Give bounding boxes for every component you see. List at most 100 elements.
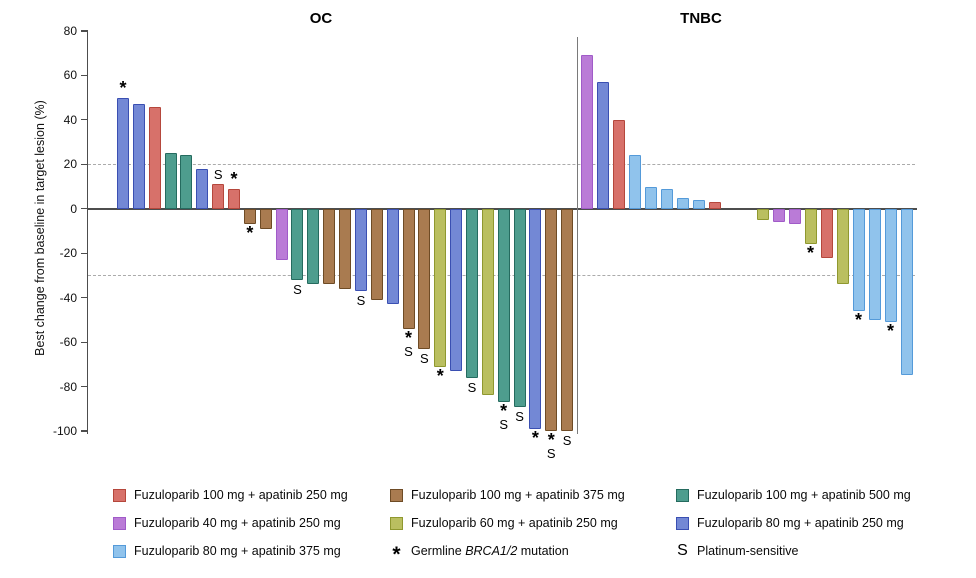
bar bbox=[692, 199, 705, 209]
bar bbox=[465, 208, 478, 378]
platinum-sensitive-marker: S bbox=[293, 281, 302, 297]
y-tick bbox=[81, 208, 88, 210]
legend-swatch bbox=[676, 488, 689, 502]
legend-item-marker-star: * Germline BRCA1/2 mutation bbox=[390, 543, 569, 566]
bar bbox=[513, 208, 526, 407]
y-tick-label: -20 bbox=[59, 246, 77, 261]
legend-item-fz60_ap250: Fuzuloparib 60 mg + apatinib 250 mg bbox=[390, 516, 618, 530]
bar bbox=[756, 208, 769, 220]
bar bbox=[545, 208, 558, 431]
legend-item-label: Fuzuloparib 100 mg + apatinib 500 mg bbox=[697, 488, 911, 502]
bar bbox=[117, 97, 129, 209]
brca-mutation-marker: * bbox=[531, 427, 539, 448]
brca-mutation-marker: * bbox=[405, 327, 413, 348]
brca-mutation-marker: * bbox=[500, 401, 508, 422]
bar bbox=[788, 208, 801, 225]
brca-mutation-marker: * bbox=[547, 430, 555, 450]
y-tick-label: -100 bbox=[52, 424, 77, 438]
bar bbox=[481, 208, 494, 396]
bar bbox=[852, 208, 865, 311]
bar bbox=[386, 208, 399, 305]
reference-line bbox=[88, 163, 915, 165]
y-tick bbox=[81, 252, 88, 254]
bar bbox=[804, 208, 817, 245]
bar bbox=[708, 202, 721, 209]
bar bbox=[497, 208, 510, 403]
y-tick-label: 80 bbox=[63, 24, 77, 38]
bar bbox=[228, 188, 241, 209]
s-marker-icon: S bbox=[677, 542, 688, 559]
platinum-sensitive-marker: S bbox=[356, 293, 366, 308]
legend-item-fz80_ap250: Fuzuloparib 80 mg + apatinib 250 mg bbox=[676, 516, 904, 530]
platinum-sensitive-marker: S bbox=[515, 408, 524, 424]
y-tick-label: 20 bbox=[63, 157, 77, 172]
bar bbox=[450, 208, 463, 371]
brca-mutation-marker: * bbox=[886, 321, 894, 342]
panel-title-tnbc: TNBC bbox=[680, 10, 722, 27]
bar bbox=[628, 155, 641, 209]
legend-item-label: Germline BRCA1/2 mutation bbox=[411, 544, 569, 558]
bar bbox=[820, 208, 833, 258]
bar bbox=[884, 208, 897, 323]
legend-item-label: Fuzuloparib 40 mg + apatinib 250 mg bbox=[134, 516, 341, 530]
bar bbox=[561, 208, 574, 431]
y-tick bbox=[81, 74, 88, 77]
legend-swatch bbox=[390, 516, 403, 530]
panel-title-oc: OC bbox=[309, 10, 333, 27]
platinum-sensitive-marker: S bbox=[420, 350, 429, 366]
bar bbox=[148, 106, 161, 209]
brca-mutation-marker: * bbox=[806, 243, 814, 264]
bar bbox=[243, 208, 256, 225]
bar bbox=[596, 82, 609, 209]
y-tick bbox=[81, 385, 88, 388]
legend-swatch bbox=[113, 516, 126, 530]
legend-swatch bbox=[676, 516, 689, 530]
brca-mutation-marker: * bbox=[854, 310, 862, 330]
platinum-sensitive-marker: S bbox=[499, 417, 509, 433]
bar bbox=[307, 208, 320, 285]
y-tick bbox=[81, 430, 88, 432]
asterisk-marker-icon: * bbox=[392, 543, 401, 566]
platinum-sensitive-marker: S bbox=[404, 343, 413, 359]
y-tick bbox=[81, 341, 88, 343]
legend-item-marker-s: S Platinum-sensitive bbox=[676, 542, 799, 559]
bar bbox=[612, 119, 625, 209]
brca-mutation-marker: * bbox=[436, 365, 444, 386]
legend-item-fz80_ap375: Fuzuloparib 80 mg + apatinib 375 mg bbox=[113, 544, 341, 558]
bar bbox=[354, 208, 367, 291]
y-tick-label: 40 bbox=[63, 112, 77, 127]
legend-item-fz100_ap375: Fuzuloparib 100 mg + apatinib 375 mg bbox=[390, 488, 625, 502]
platinum-sensitive-marker: S bbox=[467, 379, 477, 395]
bar bbox=[660, 188, 673, 209]
legend-item-label: Fuzuloparib 100 mg + apatinib 375 mg bbox=[411, 488, 625, 502]
bar bbox=[772, 208, 785, 223]
bar bbox=[164, 153, 177, 209]
bar bbox=[132, 104, 145, 209]
bar bbox=[900, 208, 913, 376]
bar bbox=[196, 168, 209, 209]
legend-item-label: Fuzuloparib 80 mg + apatinib 375 mg bbox=[134, 544, 341, 558]
bar bbox=[275, 208, 288, 260]
platinum-sensitive-marker: S bbox=[213, 167, 223, 183]
bar bbox=[212, 184, 225, 209]
y-tick-label: 60 bbox=[63, 68, 77, 83]
bar bbox=[402, 208, 415, 329]
platinum-sensitive-marker: S bbox=[546, 446, 556, 461]
brca-mutation-marker: * bbox=[230, 168, 238, 189]
brca-mutation-marker: * bbox=[246, 223, 254, 244]
legend-item-fz100_ap250: Fuzuloparib 100 mg + apatinib 250 mg bbox=[113, 488, 348, 502]
bar bbox=[339, 208, 352, 289]
bar bbox=[529, 208, 542, 429]
legend-item-label: Platinum-sensitive bbox=[697, 544, 799, 558]
bar bbox=[868, 208, 881, 320]
bar bbox=[580, 55, 593, 209]
legend-item-label: Fuzuloparib 60 mg + apatinib 250 mg bbox=[411, 516, 618, 530]
legend-item-fz40_ap250: Fuzuloparib 40 mg + apatinib 250 mg bbox=[113, 516, 341, 530]
y-tick-label: 0 bbox=[70, 201, 77, 216]
bar bbox=[180, 155, 193, 209]
y-tick bbox=[81, 163, 88, 165]
y-tick-label: -80 bbox=[59, 379, 77, 394]
legend-swatch bbox=[113, 488, 126, 502]
brca-mutation-marker: * bbox=[119, 77, 127, 98]
